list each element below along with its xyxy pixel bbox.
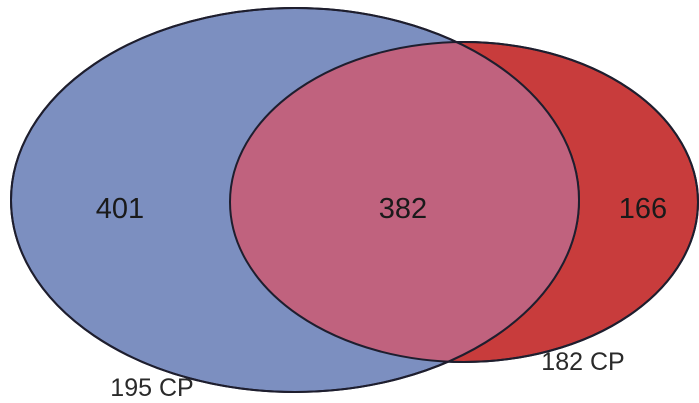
- set-b-outline: [229, 41, 699, 363]
- count-left-only: 401: [96, 193, 144, 225]
- count-intersection: 382: [379, 193, 427, 225]
- set-b-label: 182 CP: [541, 348, 624, 376]
- count-right-only: 166: [619, 193, 667, 225]
- set-a-label: 195 CP: [110, 374, 193, 402]
- intersection-region: [230, 42, 579, 362]
- set-a-outline: [10, 7, 580, 393]
